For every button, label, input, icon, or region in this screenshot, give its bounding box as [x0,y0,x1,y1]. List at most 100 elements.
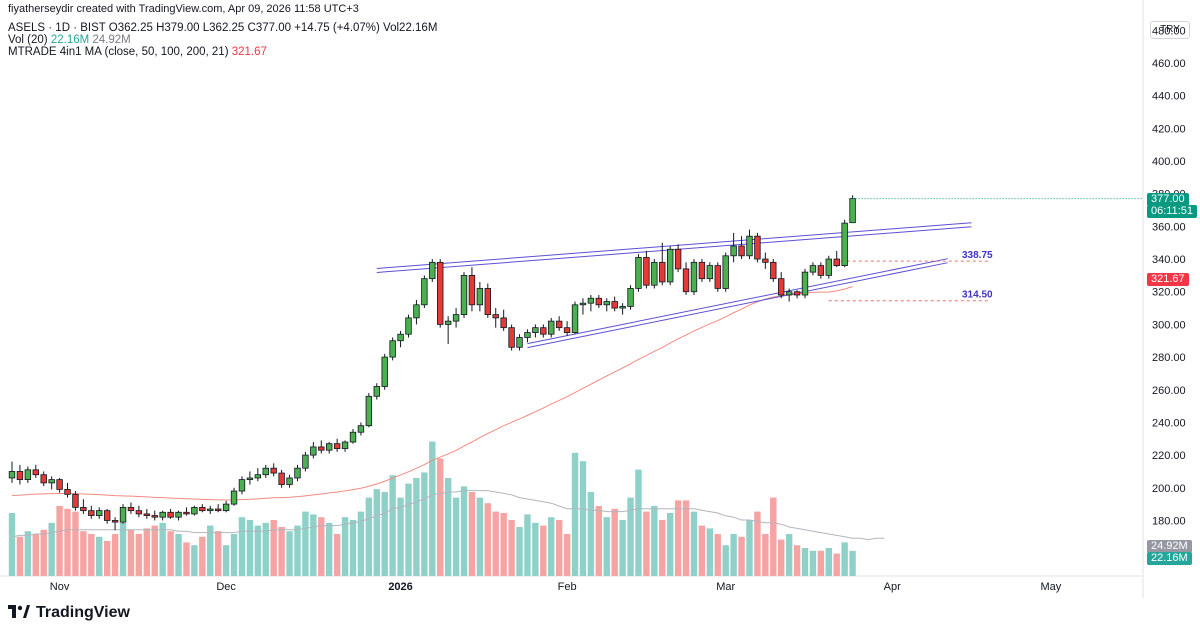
volume-bar [143,528,151,576]
candle-body [167,511,174,518]
volume-bars [8,441,856,576]
candle-body [230,490,238,505]
volume-bar [175,534,182,576]
volume-bar [611,508,618,576]
candle-body [151,515,158,518]
candle-body [476,288,484,306]
volume-bar [48,522,55,576]
volume-bar [579,461,587,576]
candle [151,510,158,521]
countdown-tag: 06:11:51 [1147,205,1198,218]
candle [532,324,539,338]
currency-button[interactable]: TRY [1150,21,1190,39]
candle-body [460,274,468,316]
candle [548,317,555,338]
volume-bar [278,527,285,576]
candle [24,466,32,483]
tradingview-logo[interactable]: TradingView [8,604,130,622]
y-tick-label: 420.00 [1152,123,1186,135]
candle-body [730,245,737,257]
volume-bar [500,513,507,576]
volume-legend[interactable]: Vol (20) 22.16M 24.92M [8,34,131,46]
x-tick-label: Feb [558,581,577,593]
symbol-legend[interactable]: ASELS · 1D · BIST O362.25 H379.00 L362.2… [8,22,438,34]
volume-bar [270,520,277,576]
volume-bar [254,525,262,576]
candle [389,337,396,361]
candle-body [548,320,555,335]
candle [627,285,634,310]
volume-legend-average: 24.92M [92,34,131,46]
volume-bar [381,492,388,576]
volume-bar [651,506,658,576]
candle-body [817,265,825,276]
volume-bar [326,522,333,576]
volume-bar [738,536,745,576]
ma-legend[interactable]: MTRADE 4in1 MA (close, 50, 100, 200, 21)… [8,46,267,58]
y-tick-label: 260.00 [1152,385,1186,397]
candle [659,242,666,286]
candle [619,303,626,315]
upper-channel-line [376,222,972,273]
volume-bar [563,534,571,576]
volume-bar [817,550,825,576]
candle-body [532,327,539,333]
candle [246,471,254,485]
candle-body [524,332,531,338]
candle [40,471,47,487]
volume-bar [302,511,309,576]
candle [413,299,420,325]
candle-body [286,477,293,485]
candle-body [452,314,460,322]
candle [770,259,777,282]
volume-bar [310,514,317,576]
volume-bar [365,497,373,576]
candle-body [325,443,333,451]
candle [508,324,515,351]
candle-body [8,471,16,479]
candle [825,255,832,279]
candle-body [587,297,595,304]
candle-body [119,506,127,523]
y-tick-label: 240.00 [1152,417,1186,429]
candle-body [849,198,856,224]
y-tick-label: 360.00 [1152,221,1186,233]
candle-body [175,511,182,518]
candle-body [627,288,634,307]
y-tick-label: 180.00 [1152,515,1186,527]
volume-bar [722,545,729,576]
volume-bar [619,520,626,576]
volume-bar [532,522,539,576]
candle-body [373,386,380,397]
candle [16,464,24,485]
y-tick-label: 300.00 [1152,319,1186,331]
candle-body [96,510,103,516]
x-tick-label: May [1040,581,1061,593]
volume-bar [429,441,436,576]
candle [88,505,95,519]
candle-body [278,472,285,485]
x-tick-label: 2026 [388,581,412,593]
candle-body [666,248,674,283]
candle-body [24,469,32,481]
candle [222,500,230,513]
volume-bar [746,520,753,576]
candle-body [381,356,388,387]
volume-bar [714,534,721,576]
candle-body [365,395,373,427]
candle-body [754,235,761,260]
candle-body [389,340,396,358]
candle [468,267,476,312]
volume-bar [809,550,817,576]
candle [452,308,460,328]
candle-body [698,261,706,280]
candle [801,268,809,299]
candle-body [659,261,666,283]
volume-current-tag: 22.16M [1147,552,1192,565]
candle [563,321,571,336]
x-tick-label: Nov [50,581,70,593]
candle [841,219,848,268]
candle-body [310,446,317,456]
x-tick-label: Dec [216,581,236,593]
